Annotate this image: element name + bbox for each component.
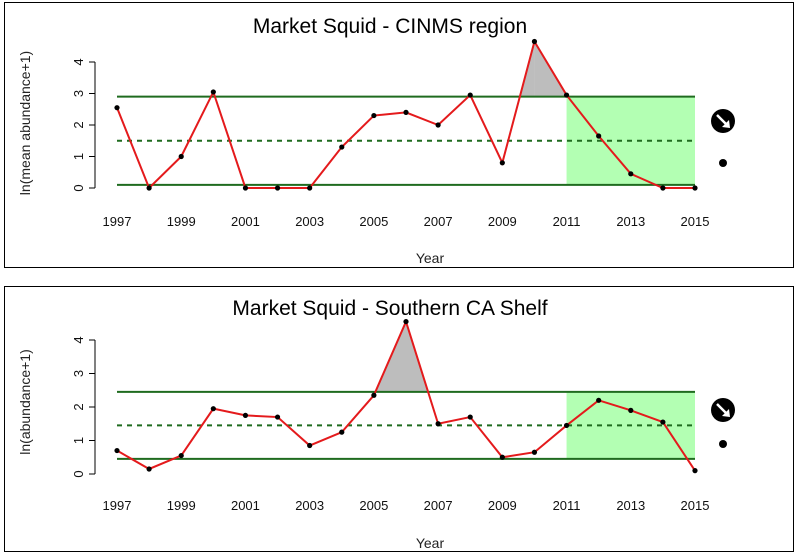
y-tick-label: 3 (71, 370, 86, 377)
x-tick-label: 1999 (167, 214, 196, 229)
y-tick-label: 0 (71, 470, 86, 477)
data-point (178, 452, 184, 459)
x-tick-label: 1997 (103, 214, 132, 229)
data-point (435, 122, 441, 128)
y-tick-label: 4 (71, 58, 86, 65)
data-point (371, 112, 377, 119)
data-point (178, 153, 184, 160)
y-tick-label: 2 (71, 403, 86, 410)
x-tick-label: 2015 (681, 214, 710, 229)
x-tick-label: 2007 (424, 214, 453, 229)
data-point (628, 171, 634, 177)
plot-area: 0 1 2 3 4 1997 1999 2001 2003 2005 2007 2009 2011 201… (71, 38, 735, 229)
x-tick-label: 2009 (488, 498, 517, 513)
data-point (563, 92, 570, 98)
data-point (467, 92, 473, 98)
x-tick-label: 2011 (553, 498, 581, 513)
data-point (531, 38, 538, 45)
chart-svg: Market Squid - Southern CA Shelf 0 1 2 3 4 19… (17, 297, 735, 550)
data-point (596, 133, 602, 139)
data-point (403, 318, 409, 325)
x-tick-label: 2001 (231, 214, 260, 229)
data-point (146, 185, 152, 191)
x-tick-label: 2007 (424, 498, 453, 513)
x-tick-label: 2015 (681, 498, 710, 513)
data-point (628, 407, 634, 413)
data-point (467, 414, 473, 420)
data-point (435, 421, 441, 427)
data-point (339, 144, 345, 150)
chart-title: Market Squid - CINMS region (253, 15, 527, 38)
y-tick-label: 2 (71, 121, 86, 128)
x-tick-label: 2013 (616, 498, 645, 513)
x-tick-label: 2003 (295, 498, 324, 513)
x-tick-label: 2003 (295, 214, 324, 229)
data-point (274, 414, 281, 420)
trend-icon-head (722, 409, 730, 417)
data-point (563, 422, 570, 429)
x-tick-label: 2011 (553, 214, 581, 229)
data-point (307, 442, 313, 449)
x-axis-label: Year (416, 535, 445, 550)
data-point (307, 185, 313, 191)
data-point (531, 449, 538, 455)
data-point (660, 185, 666, 191)
x-tick-label: 2005 (359, 498, 388, 513)
dot-icon (719, 440, 727, 448)
data-point (371, 392, 377, 398)
x-tick-label: 2013 (616, 214, 645, 229)
y-tick-label: 0 (71, 184, 86, 191)
data-point (210, 406, 216, 412)
y-axis-label: ln(abundance+1) (17, 349, 33, 454)
y-tick-label: 1 (71, 153, 86, 160)
x-tick-label: 1999 (167, 498, 196, 513)
data-point (339, 429, 345, 435)
data-point (403, 109, 409, 115)
chart-title: Market Squid - Southern CA Shelf (232, 297, 547, 320)
data-point (596, 397, 602, 403)
data-point (499, 160, 505, 166)
trend-icon-head (722, 120, 730, 128)
down-arrow-circle-icon (711, 109, 735, 133)
data-point (114, 447, 120, 454)
x-tick-label: 1997 (103, 498, 132, 513)
x-axis-label: Year (416, 250, 445, 266)
data-point (692, 468, 698, 474)
data-point (692, 185, 698, 191)
x-tick-label: 2001 (231, 498, 260, 513)
chart-panel-southern-ca-shelf: Market Squid - Southern CA Shelf 0 1 2 3 4 19… (4, 286, 794, 552)
data-point (146, 466, 152, 472)
chart-panel-cinms: Market Squid - CINMS region 0 1 2 3 4 1997 199… (4, 2, 794, 268)
data-point (242, 412, 249, 418)
data-point (242, 185, 249, 191)
y-tick-label: 4 (71, 336, 86, 343)
data-point (210, 89, 216, 95)
dot-icon (719, 159, 727, 167)
data-point (114, 105, 120, 111)
down-arrow-circle-icon (711, 398, 735, 422)
x-tick-label: 2005 (359, 214, 388, 229)
plot-area: 0 1 2 3 4 1997 1999 2001 2003 2005 2007 2009 2011 201… (71, 318, 735, 513)
y-tick-label: 3 (71, 90, 86, 97)
x-tick-label: 2009 (488, 214, 517, 229)
data-point (274, 185, 281, 191)
y-axis-label: ln(mean abundance+1) (17, 51, 33, 195)
y-tick-label: 1 (71, 437, 86, 444)
chart-svg: Market Squid - CINMS region 0 1 2 3 4 1997 199… (17, 15, 735, 266)
data-point (660, 419, 666, 425)
data-point (499, 454, 505, 460)
